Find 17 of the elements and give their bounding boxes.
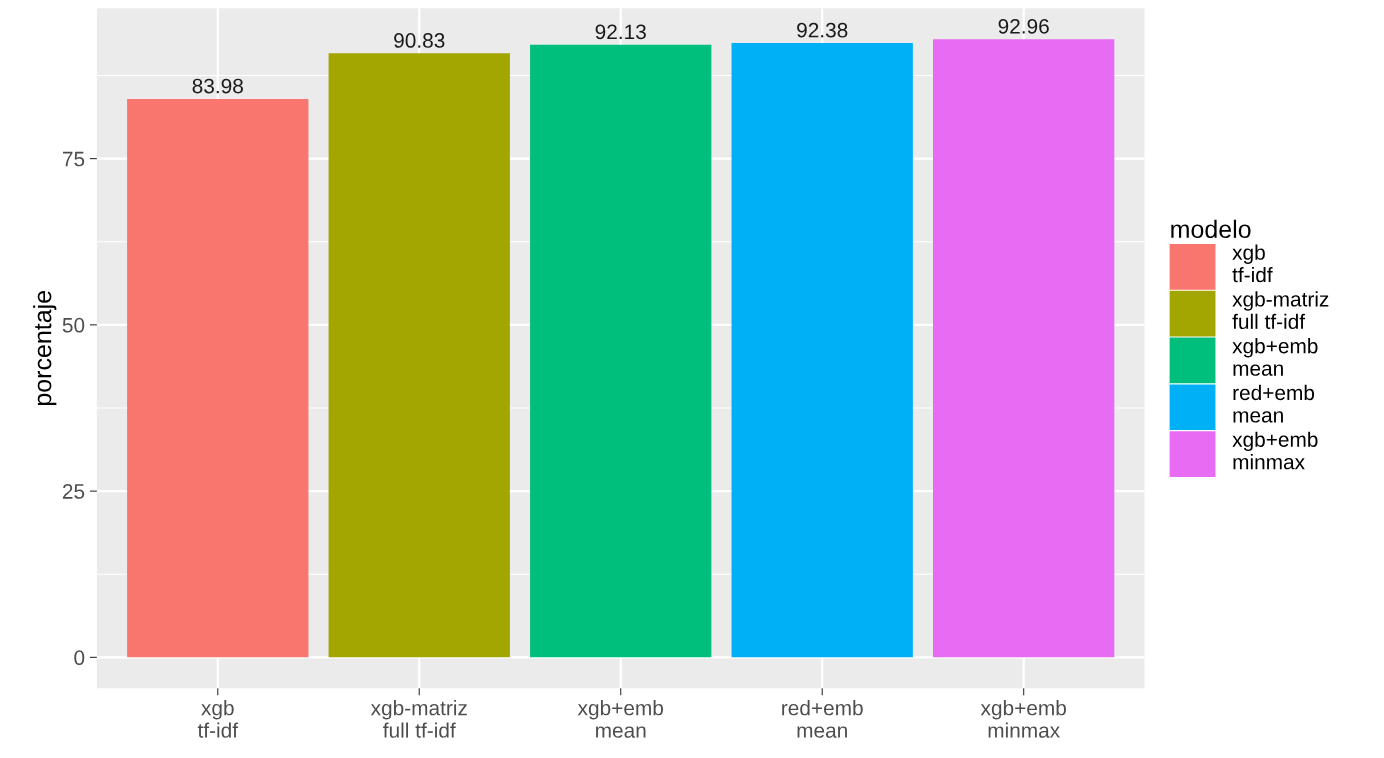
y-tick-label: 75 bbox=[62, 151, 85, 167]
data-label: 92.96 bbox=[998, 18, 1049, 34]
x-tick-label: xgb+emb mean bbox=[577, 700, 663, 738]
data-label: 90.83 bbox=[394, 33, 445, 48]
legend-label: xgb+emb minmax bbox=[1232, 431, 1318, 470]
data-label: 92.13 bbox=[595, 24, 646, 40]
data-label: 83.98 bbox=[192, 78, 243, 94]
y-axis-title: porcentaje bbox=[33, 291, 57, 406]
data-label: 92.38 bbox=[797, 22, 848, 38]
x-tick-label: xgb tf-idf bbox=[197, 700, 239, 738]
x-tick-label: red+emb mean bbox=[782, 700, 863, 738]
x-tick-label: xgb-matriz full tf-idf bbox=[370, 700, 467, 738]
y-tick-label: 50 bbox=[62, 317, 85, 333]
y-tick-label: 0 bbox=[74, 650, 85, 666]
legend-title: modelo bbox=[1171, 219, 1251, 239]
y-tick-label: 25 bbox=[62, 484, 85, 499]
x-tick-label: xgb+emb minmax bbox=[980, 700, 1066, 738]
